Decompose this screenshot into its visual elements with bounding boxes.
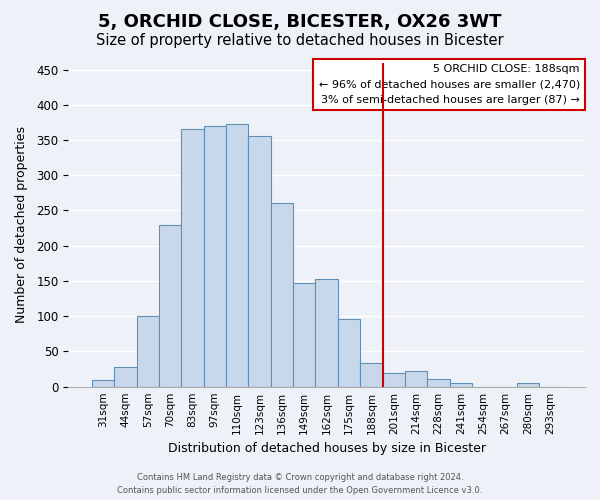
X-axis label: Distribution of detached houses by size in Bicester: Distribution of detached houses by size … (167, 442, 485, 455)
Bar (137, 316, 159, 386)
Bar (449, 383, 472, 386)
Bar (226, 124, 248, 386)
Bar (338, 319, 360, 386)
Bar (405, 371, 427, 386)
Bar (159, 224, 181, 386)
Bar (427, 379, 449, 386)
Bar (114, 367, 137, 386)
Y-axis label: Number of detached properties: Number of detached properties (15, 126, 28, 323)
Text: Size of property relative to detached houses in Bicester: Size of property relative to detached ho… (96, 32, 504, 48)
Bar (92, 380, 114, 386)
Text: 5, ORCHID CLOSE, BICESTER, OX26 3WT: 5, ORCHID CLOSE, BICESTER, OX26 3WT (98, 12, 502, 30)
Bar (517, 383, 539, 386)
Bar (203, 126, 226, 386)
Bar (360, 364, 383, 386)
Bar (383, 372, 405, 386)
Text: Contains HM Land Registry data © Crown copyright and database right 2024.
Contai: Contains HM Land Registry data © Crown c… (118, 474, 482, 495)
Bar (293, 283, 316, 387)
Bar (271, 204, 293, 386)
Text: 5 ORCHID CLOSE: 188sqm
← 96% of detached houses are smaller (2,470)
3% of semi-d: 5 ORCHID CLOSE: 188sqm ← 96% of detached… (319, 64, 580, 104)
Bar (181, 130, 203, 386)
Bar (248, 136, 271, 386)
Bar (316, 279, 338, 386)
